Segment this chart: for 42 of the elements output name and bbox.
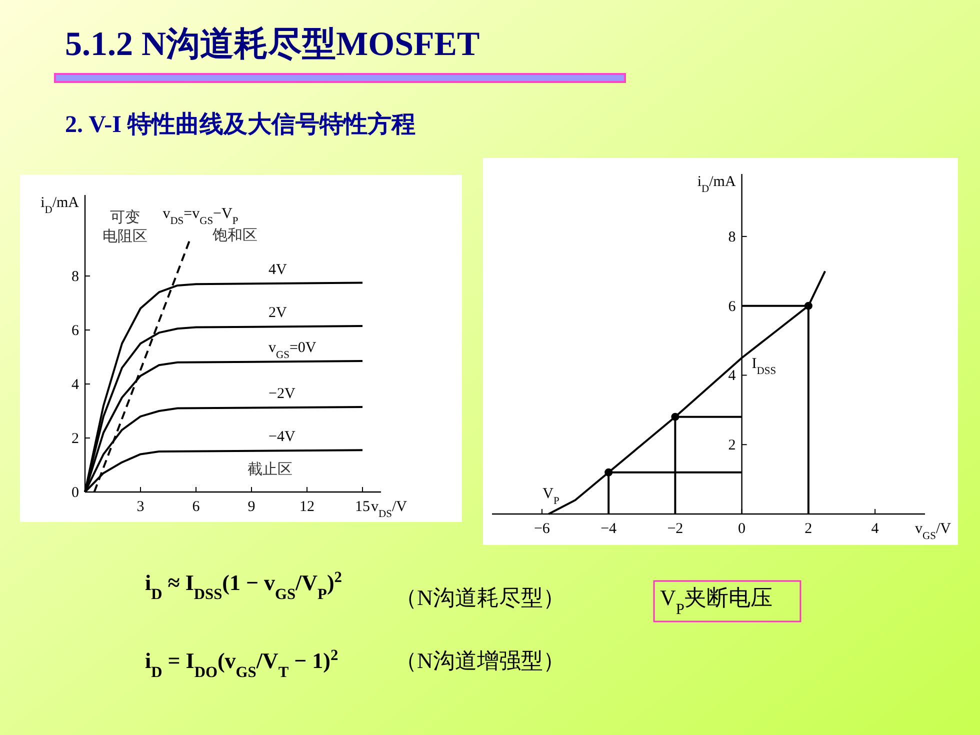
y-tick-label: 6: [72, 323, 80, 339]
series-label: v$_{DS}$=v$_{GS}$−V$_{P}$: [162, 206, 238, 227]
x-tick-label: 4: [871, 521, 880, 537]
x-tick-label: −6: [534, 521, 550, 537]
x-tick-label: −4: [600, 521, 618, 537]
x-tick-label: 15: [355, 499, 370, 515]
y-tick-label: 6: [728, 298, 736, 315]
annotation: I$_{DSS}$: [752, 356, 776, 376]
y-tick-label: 2: [72, 431, 79, 447]
text: （N沟道增强型）: [395, 648, 565, 673]
x-tick-label: −2: [667, 521, 684, 537]
x-tick-label: 12: [300, 499, 314, 515]
text: V$_{P}$夹断电压: [660, 585, 772, 618]
y-axis-title: i$_{D}$/mA: [40, 195, 80, 216]
y-tick-label: 8: [728, 229, 736, 246]
annotation: 可变: [110, 209, 140, 226]
text: i$_{D}$ ≈ I$_{DSS}$(1 − v$_{GS}$/V$_{P}$)$^{2}$: [145, 568, 342, 602]
annotation: V$_{P}$: [542, 486, 560, 506]
y-axis-title: i$_{D}$/mA: [697, 174, 736, 194]
annotation: 电阻区: [102, 228, 148, 245]
x-tick-label: 6: [192, 499, 200, 515]
series-label: −4V: [268, 429, 296, 446]
x-axis-title: v$_{GS}$/V: [915, 521, 952, 542]
annotation: 饱和区: [212, 227, 258, 244]
text: i$_{D}$ = I$_{DO}$(v$_{GS}$/V$_{T}$ − 1)$^{2}$: [145, 646, 338, 680]
text: （N沟道耗尽型）: [395, 585, 565, 610]
text: 5.1.2 N沟道耗尽型MOSFET: [65, 26, 480, 63]
series-label: 2V: [268, 304, 288, 321]
x-tick-label: 3: [136, 499, 144, 515]
y-tick-label: 8: [72, 269, 79, 285]
x-tick-label: 9: [248, 499, 256, 515]
annotation: 截止区: [248, 461, 292, 478]
y-tick-label: 4: [728, 368, 736, 384]
text: 2. V-I 特性曲线及大信号特性方程: [65, 110, 416, 138]
series-label: −2V: [268, 386, 296, 402]
x-axis-title: v$_{DS}$/V: [371, 499, 408, 520]
y-tick-label: 4: [72, 377, 80, 393]
series-label: v$_{GS}$=0V: [268, 340, 316, 361]
y-tick-label: 2: [728, 438, 736, 454]
x-tick-label: 2: [804, 521, 812, 537]
series-label: 4V: [268, 262, 288, 278]
y-tick-label: 0: [72, 485, 79, 501]
